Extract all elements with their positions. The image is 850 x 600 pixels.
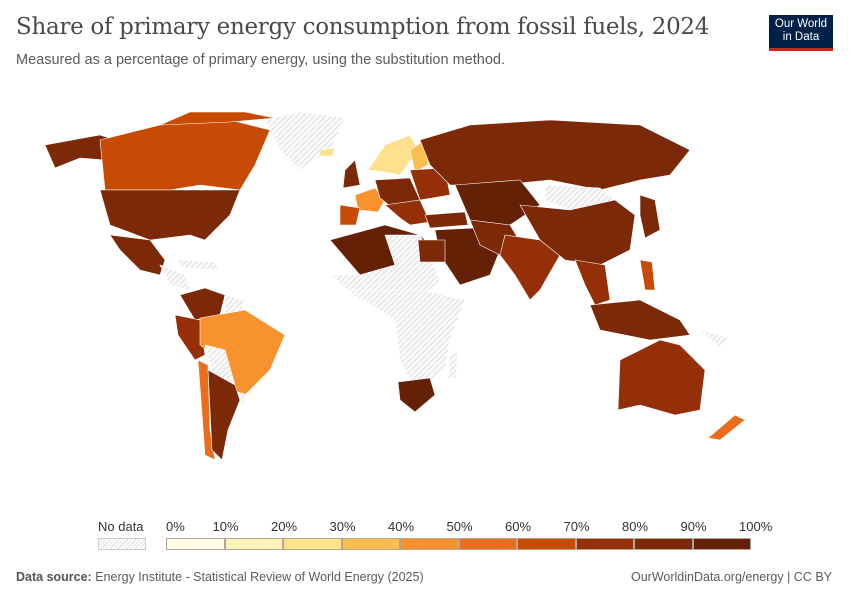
country-canada[interactable] [99,119,271,191]
legend-no-data-swatch [98,538,146,550]
legend-tick-label: 60% [505,519,532,534]
country-uk-ireland[interactable] [342,159,361,189]
color-legend: No data 0% 10% 20% 30% 40% 50% 60% 70% 80% 90% 100… [0,515,850,555]
legend-tick-label: 20% [271,519,298,534]
country-uruguay[interactable] [237,391,249,406]
source-label: Data source: [16,570,92,584]
country-turkey[interactable] [424,211,469,229]
legend-tick-label: 50% [446,519,473,534]
credit-link[interactable]: OurWorldinData.org/energy | CC BY [630,570,832,584]
legend-tick-label: 100% [739,519,773,534]
country-arctic-canada[interactable] [159,111,276,126]
country-australia[interactable] [617,339,706,416]
country-peru-ecuador[interactable] [174,314,206,361]
country-iceland[interactable] [319,147,336,157]
legend-bin [458,538,517,550]
legend-bin [575,538,634,550]
logo-text: Our World [774,18,828,30]
country-caribbean[interactable] [174,259,221,271]
legend-tick-label: 30% [329,519,356,534]
legend-tick-label: 90% [680,519,707,534]
owid-logo[interactable]: Our World in Data [769,15,833,51]
data-source: Data source: Energy Institute - Statisti… [16,570,424,584]
country-scandinavia[interactable] [367,134,419,176]
legend-bin [400,538,459,550]
country-indonesia-malaysia[interactable] [589,299,691,341]
legend-bin [517,538,576,550]
legend-tick-label: 10% [212,519,239,534]
legend-no-data-label: No data [98,519,144,534]
logo-text: in Data [782,31,820,43]
world-map [44,111,746,461]
legend-bin [341,538,400,550]
country-central-america[interactable] [159,264,191,291]
country-colombia-venezuela[interactable] [179,287,226,321]
legend-bin [283,538,342,550]
source-text: Energy Institute - Statistical Review of… [95,570,424,584]
country-kazakhstan-central-asia[interactable] [454,179,541,226]
chart-subtitle: Measured as a percentage of primary ener… [16,52,505,68]
legend-bin [166,538,225,550]
country-madagascar[interactable] [447,351,459,379]
chart-title: Share of primary energy consumption from… [16,14,710,40]
legend-tick-label: 70% [563,519,590,534]
country-china[interactable] [519,199,636,266]
country-japan-korea[interactable] [639,194,661,239]
legend-tick-label: 40% [388,519,415,534]
country-russia[interactable] [419,119,691,191]
country-philippines[interactable] [639,259,656,291]
country-italy-balkans[interactable] [384,199,431,226]
country-usa[interactable] [99,189,241,241]
country-south-africa[interactable] [397,377,436,413]
legend-bin [634,538,693,550]
legend-bin [692,538,751,550]
country-new-zealand[interactable] [707,414,746,441]
legend-tick-label: 0% [166,519,185,534]
country-spain[interactable] [339,204,361,226]
country-papua-new-guinea[interactable] [699,329,731,349]
country-sub-saharan-africa[interactable] [349,289,466,391]
country-southeast-asia[interactable] [574,259,611,306]
legend-bin [224,538,283,550]
legend-tick-label: 80% [622,519,649,534]
country-mexico[interactable] [109,234,166,276]
country-egypt[interactable] [417,239,446,263]
country-argentina[interactable] [207,369,241,461]
country-greenland[interactable] [264,111,346,171]
